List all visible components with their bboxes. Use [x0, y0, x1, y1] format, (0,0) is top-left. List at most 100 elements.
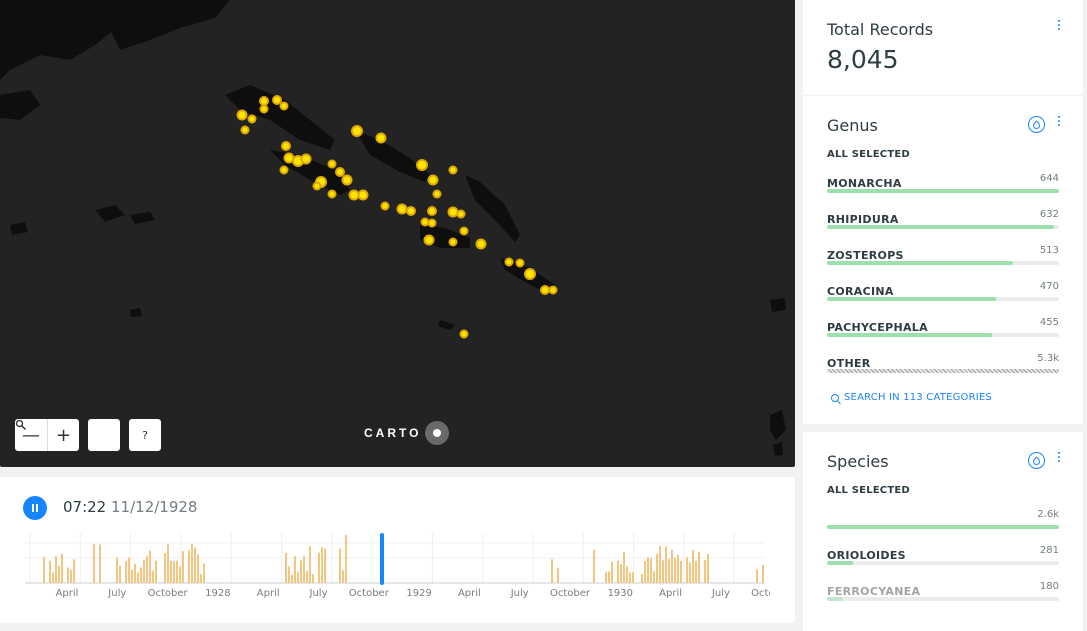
category-name: CORACINA — [827, 285, 894, 298]
map-search-button[interactable] — [15, 419, 120, 451]
help-button[interactable]: ? — [129, 419, 161, 451]
histogram-bar — [176, 560, 178, 583]
histogram-bar — [324, 548, 326, 583]
histogram-bar — [668, 559, 670, 583]
histogram-bar — [58, 565, 60, 583]
category-item[interactable]: OTHER 5.3k — [827, 352, 1059, 376]
histogram-bar — [182, 551, 184, 583]
species-widget: Species ALL SELECTED 2.6k ORIOLOIDES 281 FE… — [803, 432, 1083, 631]
category-bar-fill — [827, 369, 1059, 373]
category-bar — [827, 225, 1059, 229]
histogram-bar — [146, 555, 148, 583]
histogram-bar — [125, 560, 127, 583]
histogram-bar — [689, 562, 691, 583]
basemap — [0, 0, 786, 456]
category-bar-fill — [827, 261, 1013, 265]
histogram-bar — [55, 556, 57, 583]
category-item[interactable]: CORACINA 470 — [827, 280, 1059, 304]
histogram-bar — [653, 571, 655, 583]
histogram-bar — [662, 560, 664, 583]
histogram-bar — [93, 543, 95, 583]
histogram-axis-label: April — [659, 588, 682, 599]
histogram-axis-label: October — [751, 588, 770, 599]
map-view[interactable]: — + ? CARTO — [0, 0, 795, 467]
carto-logo-icon — [425, 421, 450, 445]
histogram-bar — [593, 549, 595, 583]
category-item[interactable]: PACHYCEPHALA 455 — [827, 316, 1059, 340]
category-name: MONARCHA — [827, 177, 902, 190]
histogram-bar — [345, 535, 347, 583]
category-count: 632 — [1039, 209, 1059, 220]
histogram-bar — [143, 559, 145, 583]
histogram-bar — [291, 574, 293, 583]
histogram-bar — [647, 557, 649, 583]
histogram-bar — [116, 557, 118, 583]
histogram-bar — [155, 560, 157, 583]
time-cursor[interactable] — [380, 533, 384, 585]
histogram-axis-label: April — [458, 588, 481, 599]
category-item[interactable]: ZOSTEROPS 513 — [827, 244, 1059, 268]
histogram-bar — [170, 560, 172, 583]
histogram-bar — [318, 552, 320, 583]
record-points — [236, 95, 558, 339]
category-bar-fill — [827, 297, 997, 301]
category-name: OTHER — [827, 357, 871, 370]
histogram-bar — [43, 557, 45, 583]
histogram-bar — [557, 567, 559, 583]
histogram-bar — [620, 564, 622, 583]
histogram-bar — [342, 570, 344, 583]
histogram-bar — [49, 560, 51, 583]
histogram-axis-label: October — [550, 588, 591, 599]
search-categories-link[interactable]: SEARCH IN 113 CATEGORIES — [827, 392, 1059, 425]
histogram-bar — [665, 546, 667, 583]
histogram-bar — [692, 549, 694, 583]
category-item[interactable]: FERROCYANEA 180 — [827, 580, 1059, 604]
widget-menu-icon[interactable] — [1057, 20, 1061, 30]
category-bar-fill — [827, 525, 1059, 529]
histogram-bar — [288, 566, 290, 583]
widget-title: Total Records — [827, 20, 934, 39]
histogram-bar — [300, 560, 302, 583]
category-count: 513 — [1039, 245, 1059, 256]
category-bar — [827, 333, 1059, 337]
histogram-bar — [650, 558, 652, 583]
color-by-icon[interactable] — [1028, 452, 1045, 469]
histogram-bar — [119, 566, 121, 583]
pause-button[interactable] — [23, 496, 47, 520]
histogram-bar — [303, 556, 305, 583]
histogram-bar — [698, 551, 700, 583]
carto-attribution[interactable]: CARTO — [364, 421, 450, 445]
histogram-axis-label: 1928 — [205, 588, 230, 599]
time-value: 07:22 — [63, 498, 107, 516]
histogram-bar — [680, 560, 682, 583]
histogram-bar — [617, 560, 619, 583]
color-by-icon[interactable] — [1028, 116, 1045, 133]
zoom-out-button[interactable]: — — [22, 424, 40, 446]
time-histogram[interactable]: April July October 1928 April July October 1929… — [25, 533, 770, 603]
zoom-in-button[interactable]: + — [47, 419, 79, 451]
widget-menu-icon[interactable] — [1057, 116, 1061, 126]
category-count: 644 — [1039, 173, 1059, 184]
widget-title: Species — [827, 452, 889, 471]
histogram-axis-label: October — [349, 588, 390, 599]
histogram-axis-label: July — [711, 588, 730, 599]
category-count: 470 — [1039, 281, 1059, 292]
widget-title: Genus — [827, 116, 878, 135]
histogram-bar — [707, 553, 709, 583]
category-item[interactable]: RHIPIDURA 632 — [827, 208, 1059, 232]
histogram-bar — [551, 559, 553, 583]
histogram-bar — [61, 553, 63, 583]
total-records-value: 8,045 — [827, 45, 899, 74]
category-item[interactable]: MONARCHA 644 — [827, 172, 1059, 196]
category-item[interactable]: ORIOLOIDES 281 — [827, 544, 1059, 568]
category-item[interactable]: 2.6k — [827, 508, 1059, 532]
search-icon — [831, 393, 839, 402]
histogram-bar — [695, 560, 697, 583]
category-bar — [827, 597, 1059, 601]
widget-menu-icon[interactable] — [1057, 452, 1061, 462]
category-count: 180 — [1039, 581, 1059, 592]
landmasses — [0, 0, 786, 456]
histogram-bar — [321, 547, 323, 583]
histogram-bar — [99, 544, 101, 583]
search-categories-label: SEARCH IN 113 CATEGORIES — [844, 392, 992, 403]
